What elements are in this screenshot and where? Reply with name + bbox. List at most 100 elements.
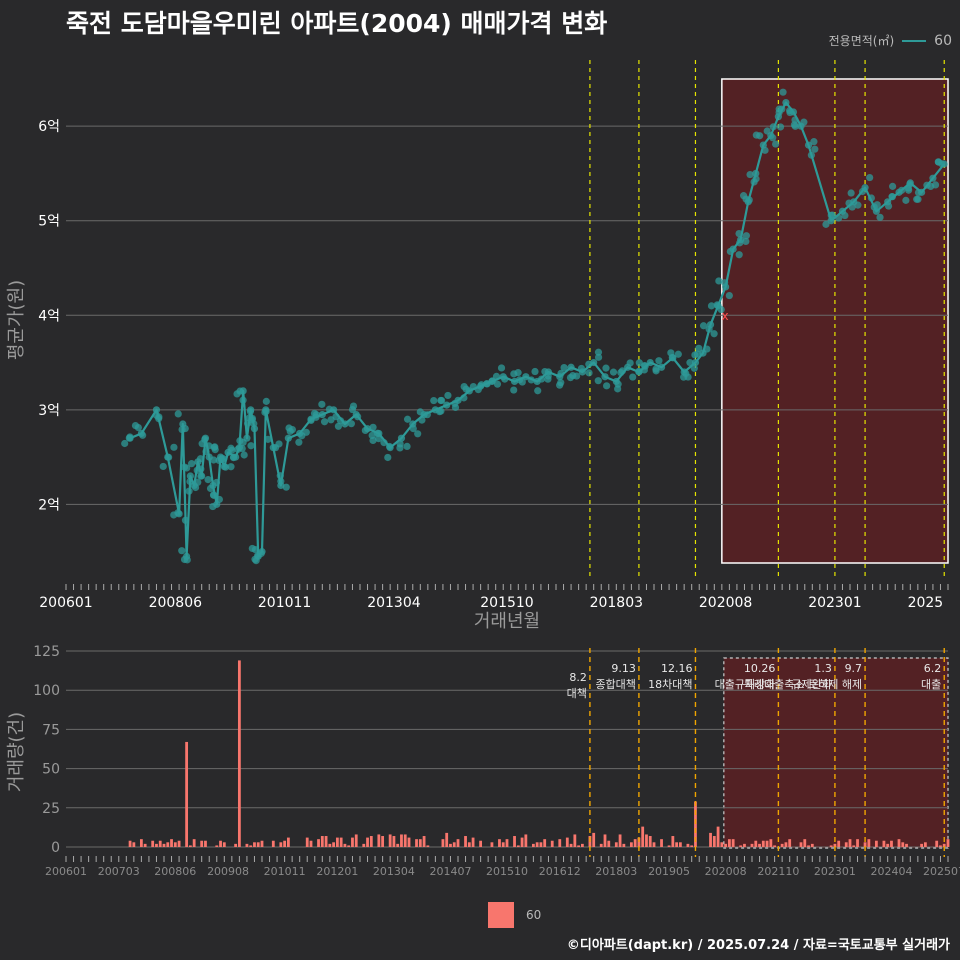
price-point — [721, 279, 729, 287]
price-point — [295, 438, 303, 446]
vol-x-tick-label: 201011 — [264, 865, 306, 878]
volume-bar — [897, 839, 901, 847]
price-point — [652, 365, 660, 373]
price-point — [602, 364, 610, 372]
price-point — [217, 455, 226, 464]
price-point — [618, 367, 626, 375]
price-point — [229, 453, 238, 462]
volume-bar — [237, 660, 241, 847]
price-point — [775, 108, 783, 117]
vol-y-tick-label: 100 — [33, 683, 60, 699]
volume-bar — [324, 836, 328, 847]
price-point — [497, 364, 506, 372]
legend-top-title: 전용면적(㎡) — [828, 34, 895, 48]
x-tick-label: 202301 — [808, 595, 861, 611]
volume-bar — [215, 845, 219, 847]
x-tick-label: 2025 — [908, 595, 944, 611]
volume-bar — [185, 741, 189, 847]
volume-bar — [848, 839, 852, 847]
volume-bar — [645, 834, 648, 847]
price-point — [804, 141, 813, 149]
price-point — [396, 444, 404, 452]
volume-bar — [543, 839, 547, 847]
price-point — [385, 442, 394, 451]
price-point — [657, 363, 666, 371]
volume-bar — [155, 843, 158, 847]
price-point — [577, 364, 586, 373]
price-point — [209, 491, 218, 499]
price-point — [320, 418, 329, 426]
volume-bar — [773, 845, 777, 847]
price-point — [264, 435, 272, 443]
price-point — [510, 386, 518, 394]
volume-bar — [415, 839, 418, 847]
price-point — [286, 427, 294, 435]
price-point — [187, 460, 196, 468]
price-point — [416, 408, 424, 416]
volume-bar — [309, 840, 313, 847]
price-point — [835, 214, 843, 222]
volume-bar — [516, 845, 520, 847]
price-point — [209, 502, 217, 511]
price-point — [238, 444, 246, 453]
price-point — [204, 476, 212, 484]
price-point — [876, 213, 884, 221]
price-point — [763, 127, 771, 135]
price-point — [800, 118, 808, 126]
vol-x-tick-label: 201510 — [486, 865, 528, 878]
price-point — [312, 413, 320, 421]
price-point — [170, 443, 178, 451]
volume-bar — [490, 842, 494, 847]
volume-bar — [935, 840, 939, 847]
volume-bar — [505, 839, 509, 847]
volume-bar — [716, 826, 720, 847]
price-point — [186, 472, 194, 480]
price-point — [534, 387, 542, 395]
volume-bar — [686, 843, 690, 847]
volume-bar — [580, 843, 584, 847]
volume-bar — [739, 845, 743, 847]
x-tick-label: 200806 — [149, 595, 203, 611]
volume-bar — [678, 842, 682, 847]
price-point — [703, 345, 711, 353]
price-point — [437, 407, 445, 415]
price-point — [418, 416, 426, 424]
price-point — [354, 413, 362, 421]
volume-bar — [445, 832, 449, 847]
price-point — [155, 413, 163, 421]
price-point — [276, 472, 284, 480]
price-point — [923, 181, 931, 189]
volume-bar — [369, 836, 373, 847]
vol-y-tick-label: 50 — [42, 762, 60, 778]
volume-bar — [219, 840, 222, 847]
price-point — [695, 344, 703, 352]
price-point — [327, 416, 335, 424]
volume-bar — [882, 840, 886, 847]
volume-bar — [143, 843, 147, 847]
volume-bar — [403, 834, 407, 847]
price-point — [705, 325, 713, 333]
volume-bar — [810, 843, 814, 847]
policy-label: 대출규제강화 — [715, 678, 776, 691]
volume-bar — [192, 839, 196, 847]
price-point — [782, 98, 790, 107]
volume-bar — [694, 801, 697, 847]
price-point — [594, 348, 603, 356]
price-point — [488, 377, 496, 385]
vol-x-tick-label: 200601 — [45, 865, 87, 878]
volume-bar — [279, 842, 283, 847]
volume-bar — [426, 845, 430, 847]
price-point — [827, 217, 835, 225]
price-point — [707, 302, 716, 310]
vol-x-tick-label: 200806 — [154, 865, 196, 878]
volume-bar — [531, 843, 535, 847]
volume-bar — [320, 836, 324, 847]
price-point — [165, 453, 173, 461]
vol-y-tick-label: 75 — [42, 722, 60, 738]
volume-bar — [890, 840, 893, 847]
volume-bar — [569, 843, 573, 847]
volume-bar — [245, 843, 249, 847]
policy-label: 1.3 — [814, 662, 832, 675]
volume-bar — [449, 843, 452, 847]
volume-bar — [271, 840, 275, 847]
